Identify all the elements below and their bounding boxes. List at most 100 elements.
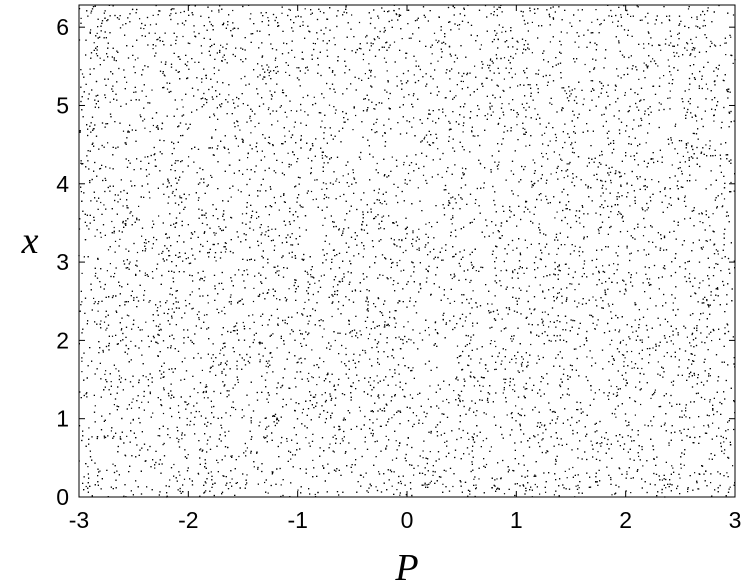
scatter-point — [498, 122, 500, 124]
scatter-point — [132, 398, 134, 400]
scatter-point — [341, 438, 343, 440]
scatter-point — [167, 185, 169, 188]
scatter-point — [644, 210, 646, 212]
scatter-point — [646, 308, 649, 310]
scatter-point — [607, 303, 609, 305]
scatter-point — [320, 275, 322, 277]
scatter-point — [154, 467, 156, 469]
scatter-point — [144, 127, 146, 129]
scatter-point — [141, 329, 143, 331]
scatter-point — [359, 330, 361, 332]
scatter-point — [425, 223, 427, 225]
scatter-point — [701, 212, 703, 214]
scatter-point — [706, 240, 708, 242]
scatter-point — [455, 95, 457, 97]
scatter-point — [482, 385, 484, 387]
scatter-point — [709, 225, 711, 227]
scatter-point — [126, 81, 128, 83]
scatter-point — [93, 297, 95, 299]
scatter-point — [517, 85, 519, 87]
scatter-point — [231, 34, 233, 36]
scatter-point — [534, 108, 536, 110]
scatter-point — [278, 209, 280, 211]
scatter-point — [173, 463, 175, 466]
scatter-point — [447, 298, 449, 300]
scatter-point — [517, 195, 519, 197]
scatter-point — [217, 462, 219, 464]
scatter-point — [630, 477, 632, 479]
scatter-point — [90, 29, 92, 31]
scatter-point — [543, 425, 545, 427]
scatter-point — [203, 314, 206, 316]
scatter-point — [218, 226, 220, 228]
scatter-point — [617, 245, 620, 247]
scatter-point — [644, 424, 646, 426]
scatter-point — [321, 120, 323, 122]
scatter-point — [228, 430, 230, 432]
scatter-point — [473, 385, 475, 387]
scatter-point — [115, 368, 117, 370]
scatter-point — [444, 441, 446, 443]
scatter-point — [289, 333, 291, 335]
scatter-point — [333, 384, 335, 386]
scatter-point — [541, 152, 543, 154]
scatter-point — [265, 365, 267, 367]
scatter-point — [314, 493, 316, 496]
scatter-point — [321, 154, 323, 157]
scatter-point — [223, 246, 225, 248]
scatter-point — [312, 199, 314, 201]
scatter-point — [446, 398, 448, 401]
scatter-point — [475, 270, 477, 272]
scatter-point — [445, 115, 447, 117]
scatter-point — [597, 451, 599, 453]
scatter-point — [345, 5, 347, 7]
scatter-point — [333, 37, 335, 39]
scatter-point — [445, 322, 447, 324]
scatter-point — [696, 120, 698, 122]
scatter-point — [197, 392, 199, 394]
scatter-point — [312, 42, 314, 44]
scatter-point — [266, 372, 268, 374]
scatter-point — [687, 43, 689, 45]
scatter-point — [134, 59, 136, 61]
scatter-point — [517, 41, 519, 43]
scatter-point — [302, 96, 304, 99]
scatter-point — [669, 90, 671, 92]
scatter-point — [189, 42, 191, 45]
scatter-point — [558, 292, 560, 294]
scatter-point — [413, 474, 415, 476]
scatter-point — [164, 75, 166, 77]
scatter-point — [207, 302, 209, 304]
scatter-point — [175, 43, 177, 45]
scatter-point — [87, 466, 89, 468]
scatter-point — [474, 135, 476, 137]
scatter-point — [623, 361, 625, 363]
scatter-point — [94, 235, 96, 237]
scatter-point — [205, 217, 207, 219]
scatter-point — [230, 455, 232, 457]
scatter-point — [252, 229, 255, 231]
scatter-point — [723, 452, 725, 455]
scatter-point — [564, 470, 566, 472]
scatter-point — [155, 45, 157, 47]
scatter-point — [501, 31, 503, 33]
scatter-point — [103, 321, 106, 323]
scatter-point — [272, 333, 274, 335]
scatter-point — [395, 384, 397, 386]
scatter-point — [687, 142, 689, 144]
scatter-point — [339, 442, 341, 445]
scatter-point — [266, 292, 268, 294]
scatter-point — [398, 336, 400, 338]
scatter-point — [283, 201, 285, 203]
scatter-point — [619, 329, 621, 331]
scatter-point — [665, 487, 667, 489]
scatter-point — [643, 47, 645, 49]
scatter-point — [373, 380, 375, 382]
scatter-point — [675, 123, 677, 125]
scatter-point — [196, 313, 198, 316]
scatter-point — [276, 347, 278, 349]
scatter-point — [686, 336, 688, 338]
scatter-point — [158, 215, 160, 217]
scatter-point — [394, 318, 396, 320]
scatter-point — [426, 141, 429, 143]
